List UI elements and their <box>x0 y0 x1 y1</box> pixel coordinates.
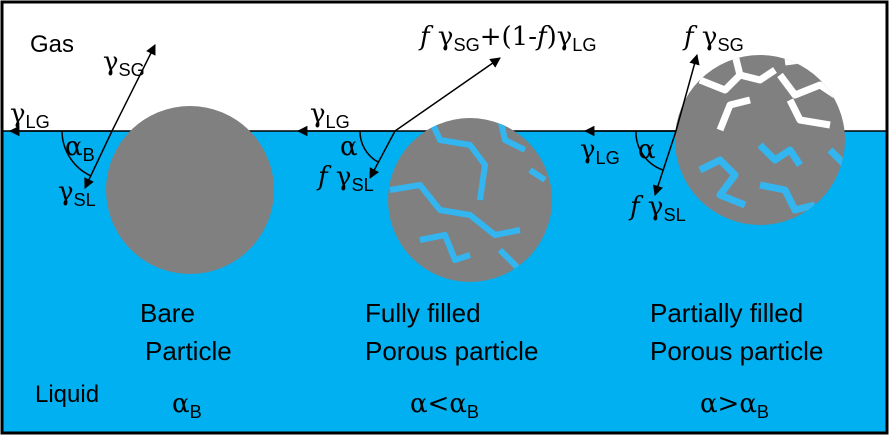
label-part: B <box>757 402 769 422</box>
force-label: γSG <box>103 47 145 80</box>
label-part: LG <box>596 148 620 168</box>
label-part: LG <box>326 112 350 132</box>
force-label: γLG <box>310 99 350 132</box>
force-label: α <box>638 135 656 165</box>
label-part: γ <box>640 192 664 222</box>
force-label: γLG <box>580 135 620 168</box>
label-part: +(1- <box>480 22 537 52</box>
label-part: α>α <box>700 389 757 419</box>
force-label: f γSG <box>682 22 744 55</box>
label-part: γ <box>430 22 454 52</box>
label-part: α <box>172 389 190 419</box>
force-arrows <box>8 44 700 196</box>
angle-label: α<αB <box>410 389 479 422</box>
bare-particle <box>106 106 274 274</box>
label-part: α <box>340 132 358 162</box>
label-part: B <box>83 145 95 165</box>
label-part: α <box>638 135 656 165</box>
caption: Porous particle <box>650 336 823 366</box>
label-part: α<α <box>410 389 467 419</box>
label-part: γ <box>694 22 718 52</box>
liquid-label: Liquid <box>35 381 99 408</box>
force-label: f γSL <box>628 192 686 225</box>
label-part: SG <box>717 35 743 55</box>
label-part: SG <box>453 35 479 55</box>
label-part: LG <box>26 112 50 132</box>
label-part: γ <box>58 177 74 207</box>
caption: Porous particle <box>365 336 538 366</box>
angle-label: α>αB <box>700 389 769 422</box>
label-part: SL <box>74 190 96 210</box>
label-part: γ <box>328 162 352 192</box>
label-part: α <box>65 132 83 162</box>
label-part: B <box>467 402 479 422</box>
label-part: γ <box>103 47 119 77</box>
force-label: γLG <box>10 99 50 132</box>
caption: Particle <box>145 336 232 366</box>
force-label: γSL <box>58 177 96 210</box>
label-part: SL <box>351 175 373 195</box>
caption: Partially filled <box>650 298 803 328</box>
label-part: γ <box>10 99 26 129</box>
force-label: f γSG+(1-f)γLG <box>418 22 597 55</box>
label-part: γ <box>310 99 326 129</box>
label-part: γ <box>580 135 596 165</box>
label-part: SL <box>663 205 685 225</box>
label-part: SG <box>119 60 145 80</box>
force-label: f γSL <box>316 162 374 195</box>
label-part: LG <box>572 35 596 55</box>
caption: Fully filled <box>365 298 481 328</box>
label-part: )γ <box>547 22 573 52</box>
force-label: α <box>340 132 358 162</box>
force-label: αB <box>65 132 95 165</box>
label-part: B <box>190 402 202 422</box>
frame <box>0 0 889 435</box>
caption: Bare <box>140 298 195 328</box>
fully-filled-particle <box>388 118 552 282</box>
partially-filled-particle <box>675 55 845 225</box>
gas-label: Gas <box>30 31 74 58</box>
angle-label: αB <box>172 389 202 422</box>
